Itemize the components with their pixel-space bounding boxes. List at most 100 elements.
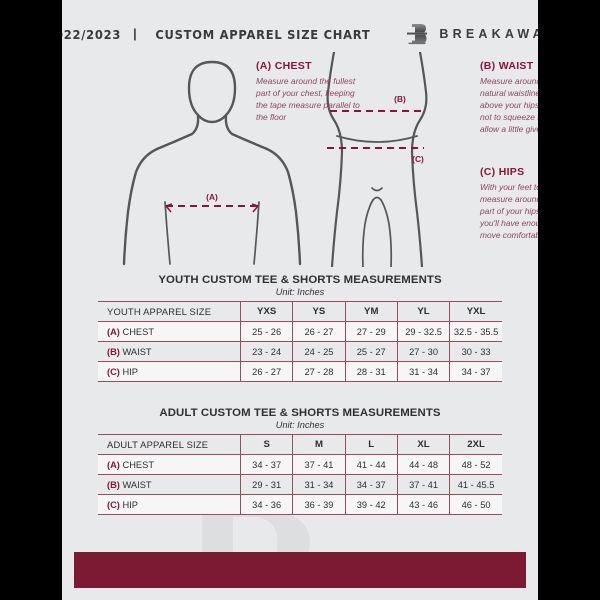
adult-column-m: M [292, 434, 346, 455]
youth-chest-ym: 27 - 29 [344, 321, 398, 342]
youth-column-ym: YM [344, 301, 398, 322]
adult-measurements-table: ADULT APPAREL SIZE S M L XL 2XL (A) CHES… [98, 434, 502, 515]
callout-waist-name: WAIST [498, 60, 534, 72]
callout-hips: (C) HIPS With your feet together, measur… [480, 166, 538, 242]
youth-chest-yxl: 32.5 - 35.5 [449, 321, 502, 342]
adult-column-2xl: 2XL [449, 434, 502, 455]
adult-row-hip-name: HIP [122, 499, 139, 510]
adult-column-xl: XL [396, 434, 451, 455]
brand-lockup: BREAKAWAY [405, 21, 538, 47]
youth-size-label-header: YOUTH APPAREL SIZE [98, 301, 241, 322]
adult-chest-s: 34 - 37 [239, 454, 294, 475]
body-measurement-illustration: (A) (B) (C) [122, 52, 428, 267]
size-chart-page: B 2022/2023 | CUSTOM APPAREL SIZE CHART … [62, 0, 538, 600]
adult-row-chest-name: CHEST [122, 459, 155, 470]
adult-waist-xl: 37 - 41 [396, 474, 451, 495]
adult-hip-m: 36 - 39 [292, 494, 346, 515]
youth-waist-ys: 24 - 25 [292, 341, 346, 362]
header-separator: | [133, 27, 137, 41]
adult-hip-l: 39 - 42 [344, 494, 398, 515]
hips-marker-label: (C) [412, 154, 424, 164]
callout-waist: (B) WAIST Measure around your natural wa… [480, 60, 538, 136]
youth-measurements-section: YOUTH CUSTOM TEE & SHORTS MEASUREMENTS U… [98, 274, 502, 382]
youth-column-yxl: YXL [449, 301, 502, 322]
adult-column-l: L [344, 434, 398, 455]
adult-hip-s: 34 - 36 [239, 494, 294, 515]
adult-chest-l: 41 - 44 [344, 454, 398, 475]
callout-hips-body: With your feet together, measure around … [480, 182, 538, 240]
table-row: (C) HIP 34 - 36 36 - 39 39 - 42 43 - 46 … [98, 494, 502, 515]
youth-hip-yl: 31 - 34 [396, 361, 451, 382]
callout-chest-title: (A) CHEST [256, 60, 368, 72]
callout-hips-tag: (C) [480, 166, 496, 178]
adult-row-waist-name: WAIST [122, 479, 152, 490]
youth-table-header-row: YOUTH APPAREL SIZE YXS YS YM YL YXL [98, 301, 502, 322]
youth-hip-ym: 28 - 31 [344, 361, 398, 382]
adult-chest-xl: 44 - 48 [396, 454, 451, 475]
chest-marker-label: (A) [206, 192, 218, 202]
hips-measure-marker: (C) [327, 146, 424, 164]
callout-chest-tag: (A) [256, 60, 272, 72]
page-header: 2022/2023 | CUSTOM APPAREL SIZE CHART BR… [62, 20, 538, 48]
youth-waist-ym: 25 - 27 [344, 341, 398, 362]
header-year: 2022/2023 [62, 26, 121, 42]
brand-name: BREAKAWAY [439, 27, 538, 41]
adult-waist-2xl: 41 - 45.5 [449, 474, 502, 495]
adult-table-unit: Unit: Inches [275, 420, 325, 430]
youth-hip-yxl: 34 - 37 [449, 361, 502, 382]
callout-hips-name: HIPS [498, 166, 525, 178]
adult-table-title: ADULT CUSTOM TEE & SHORTS MEASUREMENTS [159, 407, 441, 419]
adult-measurements-section: ADULT CUSTOM TEE & SHORTS MEASUREMENTS U… [98, 407, 502, 515]
table-row: (B) WAIST 23 - 24 24 - 25 25 - 27 27 - 3… [98, 341, 502, 362]
youth-row-chest-name: CHEST [122, 326, 155, 337]
youth-hip-ys: 27 - 28 [292, 361, 346, 382]
table-row: (A) CHEST 34 - 37 37 - 41 41 - 44 44 - 4… [98, 454, 502, 475]
youth-waist-yl: 27 - 30 [396, 341, 451, 362]
youth-hip-yxs: 26 - 27 [239, 361, 294, 382]
youth-table-unit: Unit: Inches [275, 287, 325, 297]
youth-column-yl: YL [396, 301, 451, 322]
table-row: (C) HIP 26 - 27 27 - 28 28 - 31 31 - 34 … [98, 361, 502, 382]
adult-size-label-header: ADULT APPAREL SIZE [98, 434, 241, 455]
adult-row-chest-tag: (A) [107, 459, 120, 470]
lower-body-front-figure [326, 52, 428, 267]
adult-table-header-row: ADULT APPAREL SIZE S M L XL 2XL [98, 434, 502, 455]
youth-measurements-table: YOUTH APPAREL SIZE YXS YS YM YL YXL (A) … [98, 301, 502, 382]
waist-measure-marker: (B) [330, 94, 424, 113]
adult-waist-l: 34 - 37 [344, 474, 398, 495]
youth-waist-yxs: 23 - 24 [239, 341, 294, 362]
adult-row-hip-label: (C) HIP [98, 494, 241, 515]
adult-row-waist-tag: (B) [107, 479, 120, 490]
youth-chest-yxs: 25 - 26 [239, 321, 294, 342]
adult-chest-m: 37 - 41 [292, 454, 346, 475]
youth-column-ys: YS [292, 301, 346, 322]
adult-row-chest-label: (A) CHEST [98, 454, 241, 475]
youth-table-title: YOUTH CUSTOM TEE & SHORTS MEASUREMENTS [158, 274, 442, 286]
adult-row-waist-label: (B) WAIST [98, 474, 241, 495]
youth-row-waist-label: (B) WAIST [98, 341, 241, 362]
adult-row-hip-tag: (C) [107, 499, 120, 510]
adult-waist-s: 29 - 31 [239, 474, 294, 495]
callout-chest: (A) CHEST Measure around the fullest par… [256, 60, 368, 124]
callout-waist-body: Measure around your natural waistline – … [480, 76, 538, 134]
callout-chest-name: CHEST [274, 60, 312, 72]
youth-row-waist-name: WAIST [122, 346, 152, 357]
adult-hip-xl: 43 - 46 [396, 494, 451, 515]
chest-measure-marker: (A) [165, 192, 259, 213]
adult-hip-2xl: 46 - 50 [449, 494, 502, 515]
breakaway-b-monogram-icon [407, 24, 428, 45]
table-row: (A) CHEST 25 - 26 26 - 27 27 - 29 29 - 3… [98, 321, 502, 342]
youth-row-hip-name: HIP [122, 366, 139, 377]
adult-column-s: S [239, 434, 294, 455]
youth-chest-ys: 26 - 27 [292, 321, 346, 342]
youth-waist-yxl: 30 - 33 [449, 341, 502, 362]
page-title: CUSTOM APPAREL SIZE CHART [154, 26, 371, 42]
youth-row-waist-tag: (B) [107, 346, 120, 357]
callout-waist-tag: (B) [480, 60, 496, 72]
footer-bar [74, 552, 526, 588]
youth-row-chest-label: (A) CHEST [98, 321, 241, 342]
youth-row-hip-tag: (C) [107, 366, 120, 377]
youth-chest-yl: 29 - 32.5 [396, 321, 451, 342]
youth-row-hip-label: (C) HIP [98, 361, 241, 382]
youth-row-chest-tag: (A) [107, 326, 120, 337]
